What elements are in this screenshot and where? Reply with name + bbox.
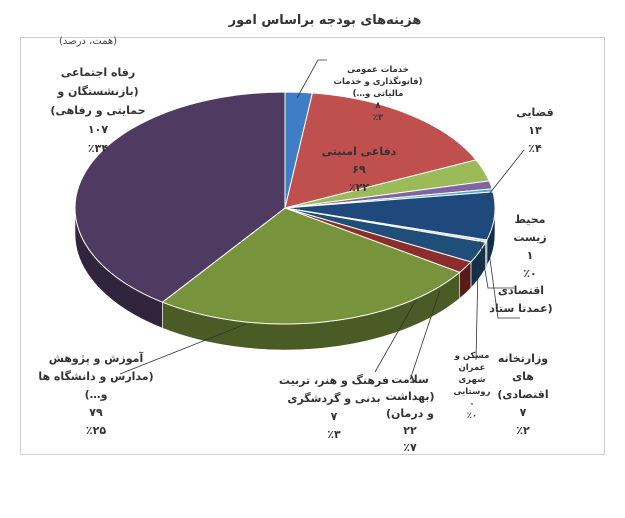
label-line: حمایتی و رفاهی) [50, 104, 145, 117]
leader-omumi [296, 59, 327, 99]
leader-qazai [485, 149, 525, 199]
label-refah: رفاه اجتماعی (بازنشستگان و حمایتی و رفاهی)… [50, 66, 145, 155]
label-farhang: فرهنگ و هنر، تربیت بدنی و گردشگری ۷ ٪۳ [279, 373, 389, 441]
label-line: ٪۰ [523, 267, 536, 280]
label-maskan: مسکن و عمران شهری روستایی ۰ ٪۰ [454, 351, 491, 421]
leader-vezarat [488, 251, 520, 319]
label-line: روستایی [454, 387, 491, 397]
label-mohit: محیط زیست ۱ ٪۰ [513, 213, 546, 280]
label-line: ۰ [469, 399, 474, 409]
label-line: آموزش و پژوهش [49, 351, 144, 365]
label-line: ۱ [527, 249, 534, 262]
label-vezarat: وزارتخانه های اقتصادی) ۷ ٪۲ [497, 352, 548, 437]
label-line: ۶۹ [352, 163, 366, 176]
label-line: های [512, 370, 534, 383]
label-qazai: قضایی ۱۳ ٪۴ [516, 106, 553, 155]
label-line: محیط [514, 213, 545, 226]
label-line: (مدارس و دانشگاه ها [38, 370, 153, 383]
label-line: مسکن و [454, 351, 490, 361]
label-eqtesadi: اقتصادی (عمدتا ستاد [489, 284, 552, 315]
label-line: و درمان) [386, 407, 434, 420]
leader-farhang [374, 299, 417, 373]
label-line: ٪۰ [467, 411, 477, 421]
label-line: مالیاتی و…) [353, 89, 404, 99]
label-line: دفاعی امنیتی [322, 145, 397, 158]
label-defa: دفاعی امنیتی ۶۹ ٪۲۲ [322, 145, 397, 194]
label-amuzesh: آموزش و پژوهش (مدارس و دانشگاه ها و…) ۷۹ ٪۲۵ [38, 351, 153, 437]
label-line: اقتصادی) [497, 388, 548, 401]
label-line: ٪۲۵ [86, 424, 106, 437]
label-line: رفاه اجتماعی [61, 66, 135, 79]
slice-amuzesh [161, 207, 461, 325]
label-omumi: خدمات عمومی (قانونگذاری و خدمات مالیاتی و…… [333, 65, 422, 123]
label-line: (قانونگذاری و خدمات [333, 76, 422, 87]
label-line: و…) [85, 388, 108, 401]
leader-amuzesh [119, 323, 247, 375]
label-line: (عمدتا ستاد [489, 302, 552, 315]
label-line: ۷ [520, 406, 527, 419]
label-line: قضایی [516, 106, 553, 119]
label-line: ۲۲ [403, 424, 417, 437]
label-line: ۱۳ [528, 124, 542, 137]
label-line: خدمات عمومی [347, 65, 409, 75]
label-line: (بهداشت [385, 390, 434, 403]
label-line: ٪۳ [327, 428, 341, 441]
label-line: ٪۳۴ [88, 142, 108, 155]
label-line: زیست [513, 231, 546, 244]
slice-defa [284, 92, 477, 209]
label-line: فرهنگ و هنر، تربیت [279, 373, 389, 387]
label-line: وزارتخانه [498, 352, 548, 365]
label-line: ۷ [331, 410, 338, 423]
label-salamat: سلامت (بهداشت و درمان) ۲۲ ٪۷ [385, 373, 434, 454]
label-line: ٪۲۲ [349, 181, 369, 194]
label-line: اقتصادی [498, 284, 544, 297]
unit-note: (همت، درصد) [59, 36, 117, 47]
label-line: بدنی و گردشگری [287, 392, 380, 405]
slice-refah [74, 91, 286, 303]
label-line: ۱۰۷ [88, 123, 108, 136]
leader-salamat [409, 289, 441, 381]
label-line: ٪۴ [528, 142, 542, 155]
label-line: سلامت [391, 373, 429, 386]
label-line: ٪۷ [403, 441, 417, 454]
slice-labels: خدمات عمومی (قانونگذاری و خدمات مالیاتی و…… [38, 65, 553, 454]
label-line: (بازنشستگان و [56, 85, 138, 98]
chart-frame [20, 37, 605, 455]
leader-eqtesadi [479, 240, 514, 289]
chart-title: هزینه‌های بودجه براساس امور [228, 13, 422, 28]
label-line: ۷۹ [89, 406, 103, 419]
slices [74, 91, 496, 351]
label-line: عمران [459, 363, 486, 373]
label-line: ٪۲ [516, 424, 530, 437]
leader-lines [119, 59, 525, 381]
label-line: ٪۳ [373, 113, 384, 123]
label-line: ۸ [375, 101, 381, 111]
leader-maskan [475, 265, 479, 361]
label-line: شهری [458, 375, 485, 385]
